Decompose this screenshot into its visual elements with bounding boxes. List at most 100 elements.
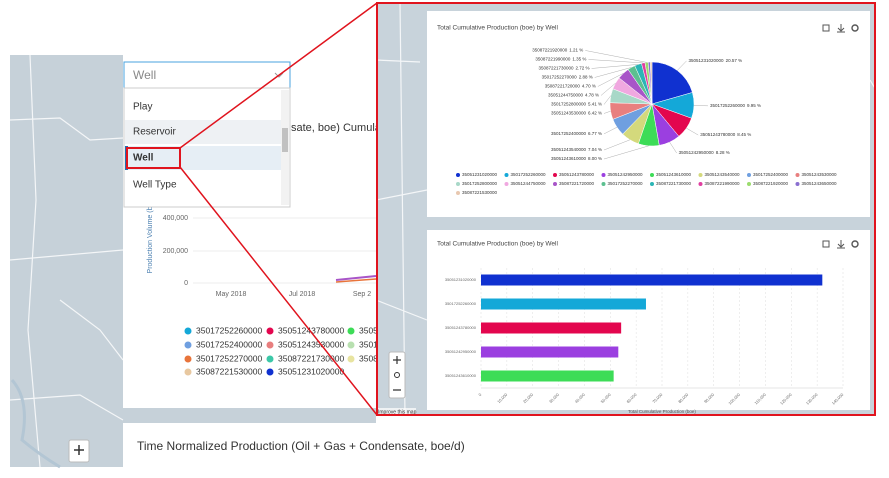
- y-tick-label: 200,000: [163, 248, 188, 255]
- slice-value: 8.00 %: [588, 156, 602, 161]
- pie-chart: 35051231020000 20.57 %35017252260000 9.95 …: [456, 48, 838, 195]
- map-roads: [9, 54, 124, 468]
- option[interactable]: Reservoir: [133, 127, 176, 138]
- attribution[interactable]: Improve this map: [378, 409, 417, 415]
- map-controls[interactable]: [388, 351, 406, 399]
- slice-name: 35051231020000: [689, 58, 725, 63]
- option[interactable]: Play: [133, 102, 152, 113]
- y-tick-label: 35051243780000: [445, 325, 477, 330]
- slice-name: 35017252260000: [710, 103, 746, 108]
- legend-label: 35017252400000: [196, 339, 262, 349]
- slice-name: 35087221730000: [538, 66, 574, 71]
- panel-title: Time Normalized Production (Oil + Gas + …: [137, 439, 465, 453]
- leader-line: [603, 145, 649, 160]
- download-icon[interactable]: [837, 24, 845, 33]
- slice-value: 6.77 %: [588, 131, 602, 136]
- panel: [123, 423, 523, 467]
- slice-name: 35017252400000: [551, 131, 587, 136]
- legend-label: 35051243650000: [802, 181, 838, 186]
- slice-value: 4.70 %: [582, 84, 596, 89]
- leader-line: [594, 67, 632, 78]
- slice-label: 35087221730000 2.72 %: [538, 66, 589, 71]
- bar: [481, 274, 823, 286]
- slice-name: 35017252800000: [551, 102, 587, 107]
- toolbar: [822, 24, 859, 249]
- pie-slice: [651, 61, 693, 105]
- download-icon[interactable]: [837, 240, 845, 249]
- inset-border: [376, 2, 876, 416]
- scroll-thumb[interactable]: [282, 128, 288, 152]
- legend-swatch: [698, 173, 703, 177]
- leader-line: [600, 82, 616, 96]
- legend-swatch: [184, 368, 192, 376]
- legend-swatch: [650, 182, 654, 186]
- slice-name: 35051243610000: [551, 156, 587, 161]
- legend-label: 3505: [359, 325, 378, 335]
- slice-value: 1.21 %: [569, 48, 583, 53]
- leader-line: [591, 64, 639, 69]
- leader-line: [603, 139, 631, 151]
- slice-value: 7.04 %: [588, 147, 602, 152]
- slice-label: 35087221920000 1.21 %: [532, 48, 583, 53]
- y-tick-label: 35051231020000: [445, 277, 477, 282]
- slice-value: 5.41 %: [588, 102, 602, 107]
- legend-label: 35087221990000: [705, 181, 741, 186]
- settings-icon[interactable]: [851, 24, 859, 32]
- legend-swatch: [747, 182, 751, 186]
- legend-label: 35017252270000: [608, 181, 644, 186]
- legend-label: 35051243530000: [278, 339, 344, 349]
- bar: [481, 298, 646, 310]
- slice-label: 35051243540000 7.04 %: [551, 147, 602, 152]
- settings-icon[interactable]: [851, 240, 859, 248]
- legend-swatch: [266, 355, 274, 363]
- slice-value: 8.28 %: [716, 150, 730, 155]
- legend-swatch: [553, 173, 557, 177]
- leader-line: [686, 127, 699, 136]
- dropdown[interactable]: [123, 61, 291, 89]
- chevron: [274, 72, 284, 78]
- legend-label: 35087221920000: [753, 181, 789, 186]
- slice-label: 35051243610000 8.00 %: [551, 156, 602, 161]
- option[interactable]: Well Type: [133, 180, 177, 191]
- map-roads: [375, 1, 877, 417]
- y-tick-label: 400,000: [163, 215, 188, 222]
- y-tick-label: 35017252260000: [445, 301, 477, 306]
- legend-swatch: [795, 173, 800, 177]
- card: [427, 230, 870, 410]
- legend-swatch: [184, 355, 192, 363]
- legend-label: 35087221730000: [278, 353, 344, 363]
- y-axis-label: Production Volume (b: [147, 206, 154, 273]
- legend-swatch: [747, 173, 751, 177]
- slice-label: 35017252260000 9.95 %: [710, 103, 761, 108]
- legend-swatch: [347, 327, 355, 335]
- option[interactable]: Well: [133, 153, 154, 164]
- legend-label: 35087221530000: [196, 366, 262, 376]
- slice-value: 2.72 %: [576, 66, 590, 71]
- y-tick-label: 0: [184, 280, 188, 287]
- slice-label: 35017252400000 6.77 %: [551, 131, 602, 136]
- zoom-icons: [393, 356, 401, 391]
- highlight-box: [126, 147, 181, 169]
- slice-name: 35087221720000: [545, 84, 581, 89]
- slice-name: 35051242950000: [679, 150, 715, 155]
- slice-label: 35051244750000 4.78 %: [548, 93, 599, 98]
- legend-swatch: [601, 173, 606, 177]
- legend-label: 35051231020000: [462, 172, 498, 177]
- slice-name: 35051244750000: [548, 93, 584, 98]
- table-icon[interactable]: [822, 240, 830, 248]
- slice-name: 35087221990000: [535, 57, 571, 62]
- legend-swatch: [266, 368, 274, 376]
- legend-label: 35017252260000: [511, 172, 547, 177]
- pie-slice: [649, 61, 653, 105]
- slice-name: 35087221920000: [532, 48, 568, 53]
- legend-swatch: [650, 173, 654, 177]
- attribution-bg: [376, 408, 416, 416]
- series-line: [335, 278, 377, 283]
- map-river: [10, 378, 61, 469]
- legend-label: 35051243780000: [559, 172, 595, 177]
- legend-swatch: [347, 341, 355, 349]
- legend-swatch: [347, 355, 355, 363]
- background-chart: 400,000 200,000 0 May 2018 Jul 2018 Sep 2 Prod…: [147, 206, 378, 376]
- plus-icon: [74, 445, 84, 455]
- table-icon[interactable]: [822, 24, 830, 32]
